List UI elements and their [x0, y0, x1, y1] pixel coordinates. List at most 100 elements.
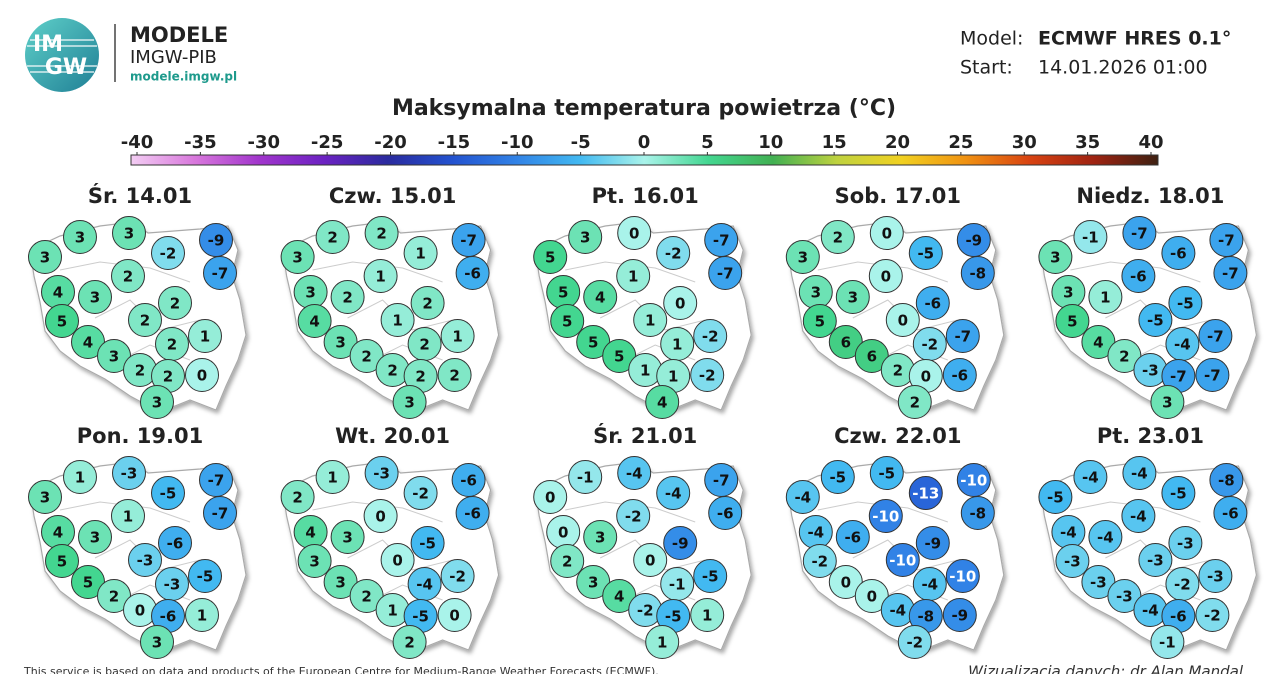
station-label: -3	[164, 576, 181, 594]
station-label: 5	[57, 553, 67, 571]
station-label: 5	[57, 313, 67, 331]
station-marker	[363, 259, 398, 293]
station-marker	[63, 220, 97, 254]
station-label: -6	[160, 608, 177, 626]
station-label: 2	[419, 336, 429, 354]
station-label: 2	[170, 295, 180, 313]
station-label: 4	[309, 313, 319, 331]
logo-circle	[25, 18, 99, 92]
station-marker	[663, 526, 698, 560]
station-marker	[820, 220, 855, 254]
station-label: -10	[889, 552, 916, 570]
station-label: 0	[545, 489, 555, 507]
station-label: 0	[449, 607, 459, 625]
footer-credit: Wizualizacja danych: dr Alan Mandal	[968, 663, 1244, 675]
station-label: 1	[657, 634, 667, 652]
station-label: -4	[1097, 529, 1114, 547]
station-marker	[28, 240, 62, 274]
logo-text: GW	[45, 55, 87, 80]
station-marker	[885, 303, 920, 337]
station-label: -6	[464, 505, 481, 523]
station-label: -7	[954, 328, 971, 346]
station-marker	[280, 480, 315, 514]
station-label: -9	[672, 535, 689, 553]
station-label: -5	[1170, 485, 1187, 503]
station-label: 3	[811, 284, 821, 302]
station-marker	[364, 456, 399, 490]
station-marker	[140, 625, 174, 659]
station-marker	[869, 216, 904, 250]
station-marker	[158, 526, 192, 560]
station-label: 3	[152, 634, 162, 652]
station-label: 4	[1093, 334, 1103, 352]
station-label: -5	[702, 568, 719, 586]
station-label: -3	[1177, 535, 1194, 553]
map-title: Wt. 20.01	[335, 424, 450, 448]
station-label: -10	[872, 508, 899, 526]
colorbar-tick-label: 35	[1075, 132, 1100, 153]
station-label: 3	[152, 394, 162, 412]
station-label: 2	[135, 362, 145, 380]
station-marker	[403, 236, 438, 270]
station-marker	[550, 304, 585, 338]
station-marker	[708, 256, 743, 290]
station-marker	[960, 496, 995, 530]
station-label: -1	[577, 469, 594, 487]
station-label: -10	[960, 472, 987, 490]
station-label: -3	[1147, 552, 1164, 570]
station-label: -4	[1131, 465, 1148, 483]
colorbar	[130, 154, 1159, 166]
station-label: -6	[1222, 505, 1239, 523]
station-marker	[203, 496, 237, 530]
station-label: 1	[200, 328, 210, 346]
station-marker	[380, 303, 415, 337]
station-label: -4	[794, 489, 811, 507]
station-label: 2	[361, 588, 371, 606]
station-label: 5	[562, 313, 572, 331]
map-title: Śr. 21.01	[593, 423, 697, 448]
station-marker	[645, 385, 680, 419]
station-label: 3	[580, 229, 590, 247]
station-label: -3	[137, 552, 154, 570]
station-label: 1	[197, 607, 207, 625]
brand: MODELE	[130, 23, 228, 47]
station-marker	[915, 526, 950, 560]
station-marker	[78, 520, 112, 554]
station-label: 3	[588, 574, 598, 592]
station-marker	[45, 304, 79, 338]
station-marker	[1195, 598, 1230, 632]
station-label: -2	[449, 568, 466, 586]
station-marker	[437, 598, 472, 632]
station-label: 3	[798, 249, 808, 267]
station-label: -1	[669, 576, 686, 594]
station-label: 2	[387, 362, 397, 380]
station-label: 2	[327, 229, 337, 247]
station-label: 1	[75, 469, 85, 487]
colorbar-tick-label: 40	[1138, 132, 1163, 153]
station-label: 1	[387, 602, 397, 620]
station-label: -6	[460, 472, 477, 490]
station-marker	[1121, 499, 1156, 533]
station-label: -5	[665, 608, 682, 626]
station-label: 0	[898, 312, 908, 330]
station-label: -3	[373, 465, 390, 483]
station-label: 5	[588, 334, 598, 352]
station-marker	[403, 476, 438, 510]
station-label: -2	[1204, 607, 1221, 625]
station-label: -4	[1142, 602, 1159, 620]
station-label: -7	[1222, 265, 1239, 283]
station-label: -2	[921, 336, 938, 354]
station-marker	[410, 286, 445, 320]
station-label: 0	[375, 508, 385, 526]
station-label: -4	[1174, 336, 1191, 354]
station-marker	[1038, 240, 1073, 274]
colorbar-tick-label: -15	[438, 132, 471, 153]
station-marker	[885, 543, 920, 577]
station-label: -7	[1204, 367, 1221, 385]
station-label: 3	[848, 289, 858, 307]
station-label: 3	[335, 574, 345, 592]
station-label: -5	[829, 469, 846, 487]
station-label: -1	[1082, 229, 1099, 247]
